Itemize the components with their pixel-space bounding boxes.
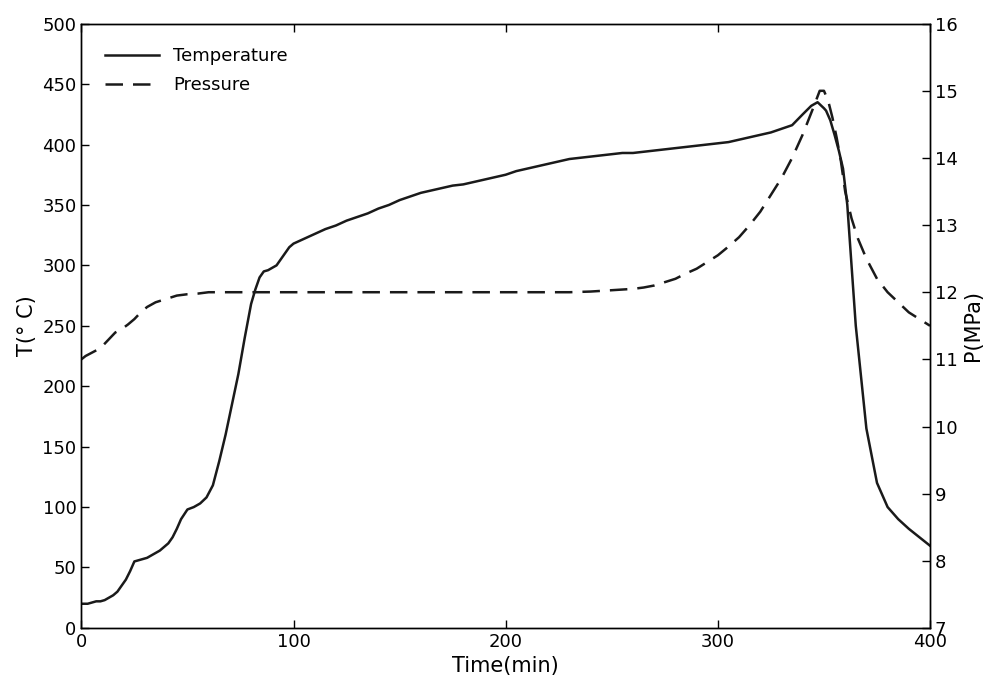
- Pressure: [831, 134, 843, 142]
- Temperature: [457, 180, 469, 188]
- Temperature: [595, 151, 607, 159]
- Temperature: [258, 267, 270, 276]
- Y-axis label: P(MPa): P(MPa): [963, 290, 983, 361]
- Y-axis label: T(° C): T(° C): [17, 295, 37, 356]
- Temperature: [712, 139, 724, 148]
- Line: Pressure: Pressure: [81, 91, 930, 360]
- Pressure: [192, 290, 204, 298]
- Temperature: [924, 542, 936, 550]
- Line: Temperature: Temperature: [81, 103, 930, 604]
- Legend: Temperature, Pressure: Temperature, Pressure: [90, 33, 302, 108]
- Temperature: [892, 515, 904, 523]
- Temperature: [75, 599, 87, 608]
- Pressure: [309, 288, 321, 297]
- Pressure: [924, 322, 936, 330]
- Temperature: [648, 146, 660, 155]
- Pressure: [839, 187, 851, 195]
- Pressure: [563, 288, 575, 297]
- Pressure: [860, 254, 872, 263]
- X-axis label: Time(min): Time(min): [452, 656, 559, 676]
- Pressure: [814, 87, 826, 95]
- Pressure: [75, 356, 87, 364]
- Temperature: [812, 98, 824, 107]
